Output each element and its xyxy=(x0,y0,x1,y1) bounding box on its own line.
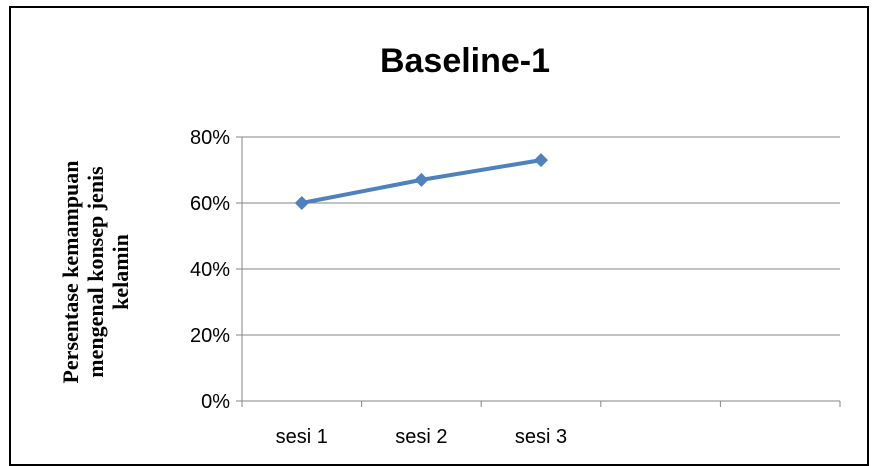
y-tick-labels: 0% 20% 40% 60% 80% xyxy=(190,127,230,413)
series-group xyxy=(294,153,548,210)
gridlines xyxy=(236,136,841,407)
line-chart: Baseline-1 Persentase kemampuan mengenal… xyxy=(58,42,841,448)
y-tick-label: 40% xyxy=(190,259,230,281)
x-tick-labels: sesi 1 sesi 2 sesi 3 xyxy=(276,426,567,448)
data-point-marker xyxy=(414,172,429,187)
y-tick-label: 0% xyxy=(201,391,230,413)
chart-title: Baseline-1 xyxy=(380,42,550,80)
x-tick-label: sesi 1 xyxy=(276,426,328,448)
x-tick-label: sesi 2 xyxy=(395,426,447,448)
data-point-marker xyxy=(534,153,548,168)
y-axis-label-line-1: Persentase kemampuan xyxy=(58,160,83,383)
y-tick-label: 60% xyxy=(190,193,230,215)
y-axis-label: Persentase kemampuan mengenal konsep jen… xyxy=(58,160,133,383)
chart-frame xyxy=(9,6,869,466)
data-point-marker xyxy=(294,196,309,210)
y-tick-label: 20% xyxy=(190,325,230,347)
y-tick-label: 80% xyxy=(190,127,230,149)
y-axis-label-line-3: kelamin xyxy=(108,234,133,310)
x-tick-label: sesi 3 xyxy=(515,426,567,448)
y-axis-label-line-2: mengenal konsep jenis xyxy=(83,166,108,378)
